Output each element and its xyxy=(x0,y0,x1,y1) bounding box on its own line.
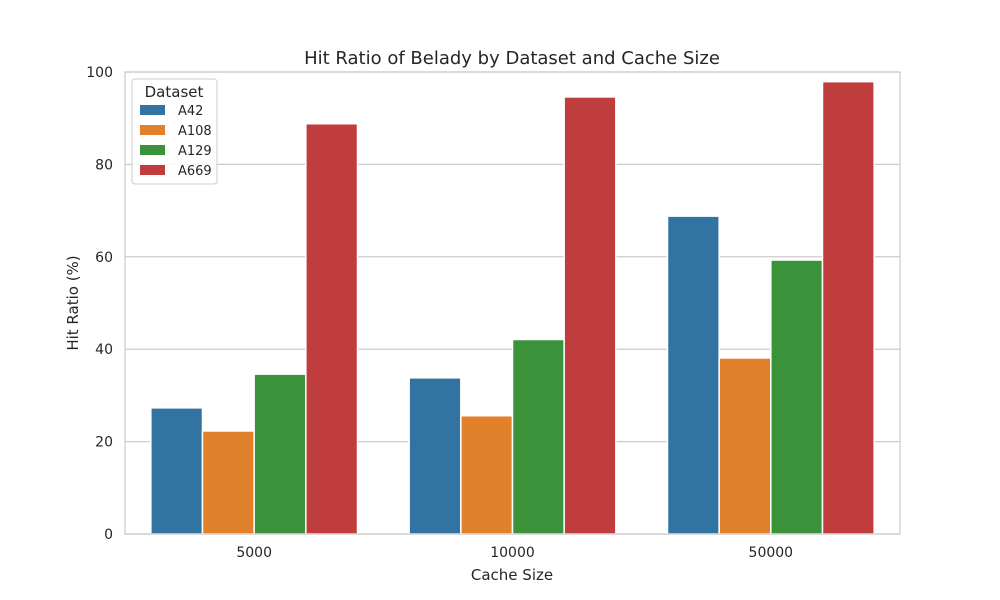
bar-a42-5000 xyxy=(150,407,204,535)
x-axis-label: Cache Size xyxy=(471,566,553,584)
bar-a108-10000 xyxy=(460,414,514,535)
x-tick-label: 10000 xyxy=(490,545,535,561)
legend-label-a42: A42 xyxy=(178,104,203,119)
bar-a129-10000 xyxy=(511,338,565,535)
legend-title: Dataset xyxy=(145,83,204,101)
x-tick-label: 50000 xyxy=(749,545,794,561)
legend-label-a669: A669 xyxy=(178,164,212,179)
legend-swatch-a108 xyxy=(140,125,165,135)
bar-a669-50000 xyxy=(821,80,875,535)
bar-a669-10000 xyxy=(563,96,617,535)
legend: Dataset A42 A108 A129 A669 xyxy=(131,78,218,185)
x-tick-label: 5000 xyxy=(236,545,272,561)
y-tick-label: 100 xyxy=(86,65,113,81)
legend-swatch-a42 xyxy=(140,105,165,115)
y-tick-label: 60 xyxy=(95,250,113,266)
y-axis-label: Hit Ratio (%) xyxy=(64,255,82,350)
legend-label-a129: A129 xyxy=(178,144,212,159)
bar-a108-50000 xyxy=(718,357,772,535)
y-tick-label: 40 xyxy=(95,342,113,358)
bar-a129-5000 xyxy=(253,373,307,535)
bar-a669-5000 xyxy=(305,122,359,535)
bar-a129-50000 xyxy=(770,259,824,535)
bar-a42-10000 xyxy=(408,377,462,535)
x-tick-labels: 5000 10000 50000 xyxy=(236,545,793,561)
y-tick-labels: 0 20 40 60 80 100 xyxy=(86,65,113,543)
bars xyxy=(150,80,875,535)
legend-swatch-a129 xyxy=(140,145,165,155)
y-tick-label: 80 xyxy=(95,157,113,173)
y-tick-label: 20 xyxy=(95,435,113,451)
bar-a108-5000 xyxy=(201,430,255,535)
chart-title: Hit Ratio of Belady by Dataset and Cache… xyxy=(304,48,720,69)
legend-swatch-a669 xyxy=(140,165,165,175)
legend-label-a108: A108 xyxy=(178,124,212,139)
y-tick-label: 0 xyxy=(104,527,113,543)
bar-a42-50000 xyxy=(666,215,720,535)
legend-items: A42 A108 A129 A669 xyxy=(140,104,212,179)
plot-frame xyxy=(124,71,901,535)
